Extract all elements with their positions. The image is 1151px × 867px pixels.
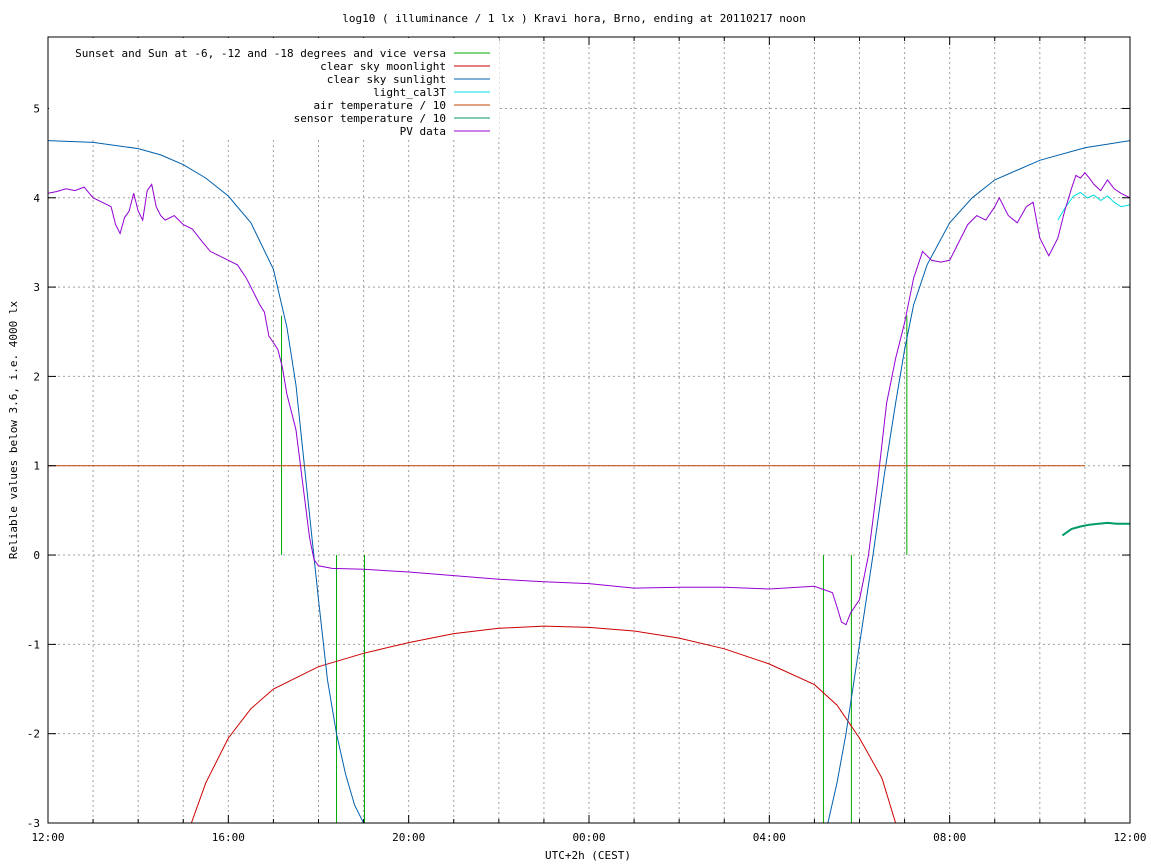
series-line-sensor-temperature-10 [1061, 521, 1130, 537]
legend-label: PV data [400, 125, 446, 138]
y-tick-label: 5 [33, 102, 40, 115]
legend-label: Sunset and Sun at -6, -12 and -18 degree… [75, 47, 446, 60]
series-line-light-cal3t [1057, 191, 1130, 221]
series-layer [48, 140, 1130, 823]
x-tick-label: 12:00 [1113, 831, 1146, 844]
x-axis-label: UTC+2h (CEST) [545, 849, 631, 862]
series-line-clear-sky-sunlight [48, 140, 1130, 823]
x-tick-label: 08:00 [933, 831, 966, 844]
y-tick-label: 2 [33, 370, 40, 383]
series-line-pv-data [48, 172, 1130, 626]
y-tick-label: 3 [33, 281, 40, 294]
legend-label: light_cal3T [373, 86, 446, 99]
legend-background [49, 38, 499, 138]
y-tick-label: -1 [27, 638, 40, 651]
y-tick-label: -2 [27, 728, 40, 741]
chart-title: log10 ( illuminance / 1 lx ) Kravi hora,… [342, 12, 806, 25]
y-tick-label: 4 [33, 192, 40, 205]
legend: Sunset and Sun at -6, -12 and -18 degree… [49, 38, 499, 138]
grid-layer [48, 37, 1130, 823]
y-tick-label: 0 [33, 549, 40, 562]
tick-layer: -3 -2 -1 0 1 2 3 4 5 12:00 16:00 20:00 00:00 04:00 08:… [27, 37, 1147, 844]
legend-label: sensor temperature / 10 [294, 112, 446, 125]
x-tick-label: 20:00 [392, 831, 425, 844]
legend-label: clear sky sunlight [327, 73, 446, 86]
y-tick-label: -3 [27, 817, 40, 830]
x-tick-label: 16:00 [212, 831, 245, 844]
legend-label: air temperature / 10 [314, 99, 446, 112]
x-tick-label: 12:00 [31, 831, 64, 844]
y-axis-label: Reliable values below 3.6, i.e. 4000 lx [7, 300, 20, 559]
series-line-clear-sky-moonlight [190, 625, 897, 823]
legend-label: clear sky moonlight [320, 60, 446, 73]
y-tick-label: 1 [33, 460, 40, 473]
x-tick-label: 00:00 [572, 831, 605, 844]
series-sunset-and-sun-at-6-12-and-18-degrees-and-vice-versa [281, 315, 908, 823]
x-tick-label: 04:00 [753, 831, 786, 844]
